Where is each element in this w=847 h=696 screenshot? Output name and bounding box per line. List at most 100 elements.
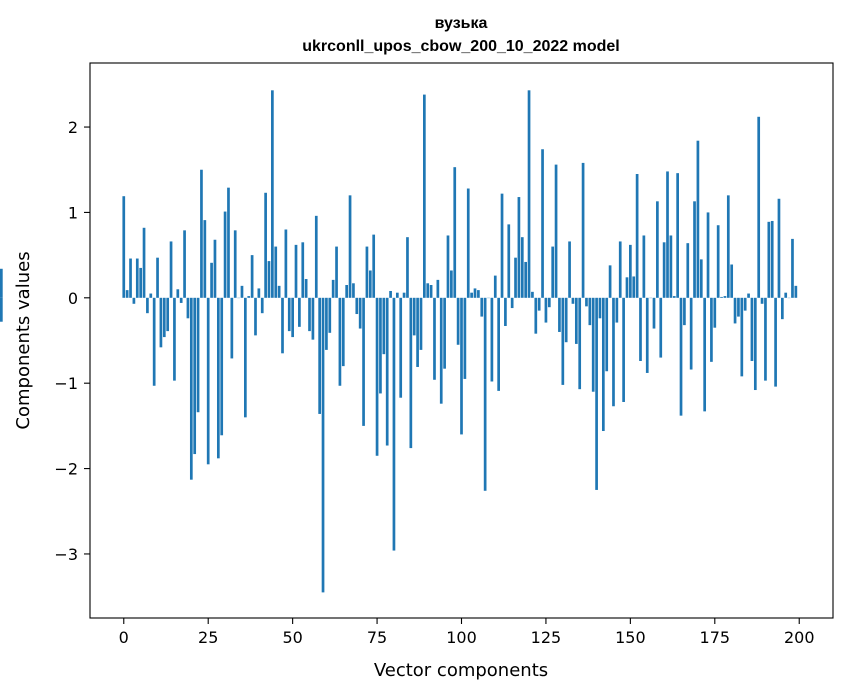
- bar-79: [389, 290, 392, 298]
- bar-134: [574, 297, 578, 344]
- bar-76: [379, 297, 382, 394]
- bar-96: [446, 235, 450, 298]
- bar-155: [645, 297, 649, 373]
- bar-101: [463, 297, 467, 379]
- bar-90: [426, 283, 430, 298]
- x-tick-label-6: 150: [615, 628, 646, 647]
- bar-57: [314, 215, 318, 298]
- bar-142: [601, 297, 605, 432]
- bar-7: [146, 297, 149, 314]
- bar-55: [308, 297, 311, 332]
- bar-26: [210, 262, 213, 298]
- bar-71: [362, 297, 365, 426]
- bar-89: [423, 94, 426, 298]
- bar-170: [696, 140, 700, 298]
- bar-177: [720, 296, 723, 298]
- bar-201: [0, 268, 3, 298]
- bar-54: [304, 279, 308, 298]
- bar-111: [497, 297, 500, 391]
- bar-113: [504, 297, 507, 326]
- bar-115: [510, 297, 514, 309]
- bar-30: [223, 211, 227, 298]
- bar-36: [244, 297, 247, 418]
- bar-120: [527, 90, 531, 298]
- bar-16: [176, 289, 180, 298]
- bar-183: [740, 297, 744, 377]
- bar-123: [537, 297, 541, 311]
- bar-82: [399, 297, 403, 398]
- bar-60: [325, 297, 328, 350]
- bar-95: [443, 297, 446, 369]
- bar-187: [753, 297, 757, 391]
- bar-77: [382, 297, 386, 355]
- x-tick-label-1: 25: [198, 628, 218, 647]
- bar-53: [301, 242, 305, 298]
- bar-9: [152, 297, 156, 386]
- bar-107: [483, 297, 487, 491]
- bar-158: [656, 201, 659, 298]
- y-axis-label: Components values: [13, 251, 34, 429]
- bar-50: [291, 297, 294, 338]
- bar-121: [531, 291, 534, 298]
- bar-118: [520, 237, 524, 298]
- bar-164: [676, 173, 679, 298]
- bar-84: [406, 237, 409, 298]
- bar-67: [348, 195, 352, 298]
- bar-174: [710, 297, 713, 362]
- bar-139: [591, 297, 595, 392]
- bar-99: [456, 297, 460, 345]
- bar-98: [453, 167, 457, 298]
- bar-189: [760, 297, 764, 304]
- bar-19: [186, 297, 190, 319]
- bar-159: [659, 297, 663, 358]
- x-tick-label-7: 175: [700, 628, 731, 647]
- bars-group: [0, 90, 798, 593]
- x-axis-ticks: 0 25 50 75 100 125 150 175 200: [119, 618, 815, 647]
- bar-64: [338, 297, 342, 386]
- y-axis-ticks: −3 −2 −1 0 1 2: [54, 118, 90, 564]
- bar-47: [281, 297, 284, 354]
- bar-135: [578, 297, 582, 390]
- bar-178: [723, 296, 727, 298]
- x-tick-label-5: 125: [531, 628, 562, 647]
- bar-32: [230, 297, 234, 359]
- bar-150: [629, 244, 632, 298]
- bar-31: [227, 187, 230, 298]
- bar-80: [392, 297, 396, 551]
- bar-8: [149, 293, 153, 298]
- bar-87: [416, 297, 419, 367]
- bar-132: [568, 241, 571, 298]
- bar-165: [679, 297, 683, 416]
- bar-128: [554, 164, 558, 298]
- bar-0: [122, 196, 126, 298]
- bar-116: [514, 257, 517, 298]
- bar-166: [683, 297, 686, 326]
- bar-194: [777, 198, 781, 298]
- bar-161: [666, 171, 669, 298]
- bar-70: [358, 297, 362, 329]
- bar-176: [716, 225, 720, 298]
- bar-127: [551, 246, 555, 298]
- x-axis-label: Vector components: [374, 660, 548, 681]
- bar-49: [287, 297, 291, 332]
- bar-1: [125, 290, 129, 298]
- bar-103: [470, 292, 473, 298]
- bar-51: [294, 244, 298, 298]
- bar-186: [750, 297, 754, 361]
- bar-91: [429, 285, 433, 298]
- bar-5: [139, 267, 143, 298]
- bar-137: [585, 297, 588, 307]
- bar-184: [743, 297, 747, 311]
- bar-152: [635, 174, 639, 298]
- bar-65: [341, 297, 345, 367]
- bar-20: [189, 297, 193, 480]
- bar-59: [321, 297, 325, 593]
- bar-109: [490, 297, 494, 382]
- bar-190: [764, 297, 767, 381]
- bar-15: [173, 297, 176, 381]
- bar-38: [250, 255, 254, 298]
- bar-133: [571, 297, 575, 304]
- bar-45: [274, 246, 278, 298]
- bar-163: [672, 296, 676, 298]
